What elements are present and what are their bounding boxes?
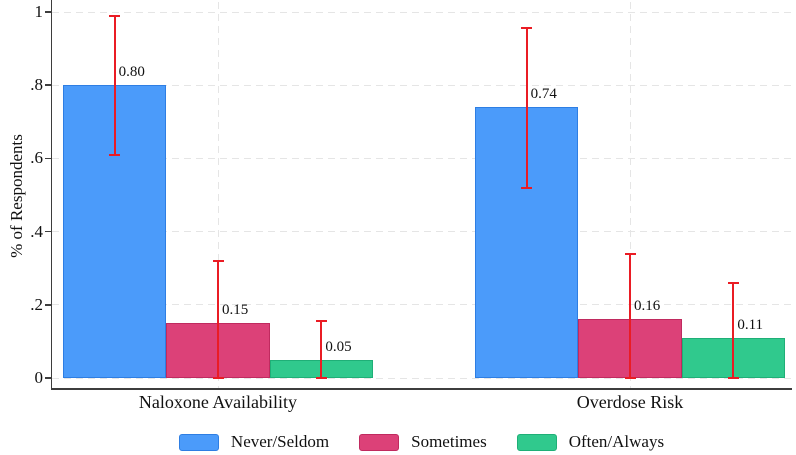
- y-tick-label: .6: [30, 148, 43, 168]
- y-tick: [44, 377, 52, 379]
- error-bar-line: [320, 321, 323, 378]
- bar-value-label: 0.74: [530, 86, 557, 103]
- error-bar-line: [732, 282, 735, 378]
- gridline-horizontal: [52, 304, 791, 306]
- legend-swatch: [516, 433, 557, 451]
- error-bar-cap-bottom: [315, 377, 327, 379]
- x-axis-line: [50, 388, 792, 390]
- bar-never-seldom: [475, 107, 579, 378]
- error-bar-cap-bottom: [727, 377, 739, 379]
- legend-item: Sometimes: [359, 432, 487, 452]
- bar-value-label: 0.11: [737, 316, 764, 333]
- y-tick-label: .8: [30, 75, 43, 95]
- gridline-vertical: [629, 2, 631, 388]
- y-tick: [44, 304, 52, 306]
- x-category-label: Overdose Risk: [576, 392, 684, 412]
- y-tick-label: 1: [34, 2, 44, 21]
- legend-item: Often/Always: [516, 432, 665, 452]
- y-tick: [44, 230, 52, 233]
- error-bar-line: [217, 260, 219, 378]
- error-bar-line: [525, 28, 528, 188]
- error-bar-cap-top: [212, 259, 224, 262]
- error-bar-cap-top: [521, 27, 533, 30]
- y-tick: [44, 84, 52, 86]
- error-bar-cap-top: [109, 14, 121, 17]
- y-tick-label: 0: [34, 368, 44, 387]
- error-bar-line: [629, 253, 631, 378]
- y-tick-label: .4: [30, 221, 43, 241]
- bar-value-label: 0.80: [118, 64, 145, 81]
- error-bar-cap-bottom: [624, 377, 636, 379]
- error-bar-cap-top: [727, 281, 739, 284]
- legend-label: Sometimes: [411, 432, 487, 451]
- legend: Never/Seldom Sometimes Often/Always: [52, 429, 791, 455]
- error-bar-line: [113, 15, 116, 155]
- bar-value-label: 0.16: [634, 298, 661, 315]
- error-bar-cap-top: [315, 320, 327, 323]
- y-tick: [44, 11, 52, 13]
- legend-label: Never/Seldom: [230, 432, 330, 451]
- error-bar-cap-bottom: [109, 153, 121, 156]
- bar-value-label: 0.05: [325, 338, 352, 355]
- legend-label: Often/Always: [568, 432, 665, 451]
- gridline-horizontal: [52, 157, 791, 159]
- y-axis-line: [50, 0, 52, 390]
- gridline-vertical: [217, 2, 219, 388]
- error-bar-cap-bottom: [521, 186, 533, 189]
- gridline-horizontal: [52, 84, 791, 86]
- gridline-horizontal: [52, 11, 791, 13]
- legend-item: Never/Seldom: [178, 432, 330, 452]
- gridline-horizontal: [52, 231, 791, 233]
- gridline-horizontal: [52, 377, 791, 379]
- y-tick: [44, 157, 52, 160]
- error-bar-cap-top: [624, 252, 636, 255]
- error-bar-cap-bottom: [212, 377, 224, 379]
- bar-value-label: 0.15: [222, 302, 249, 319]
- legend-swatch: [359, 433, 400, 451]
- legend-swatch: [178, 433, 219, 451]
- x-category-label: Naloxone Availability: [138, 392, 298, 412]
- y-tick-label: .2: [30, 294, 43, 314]
